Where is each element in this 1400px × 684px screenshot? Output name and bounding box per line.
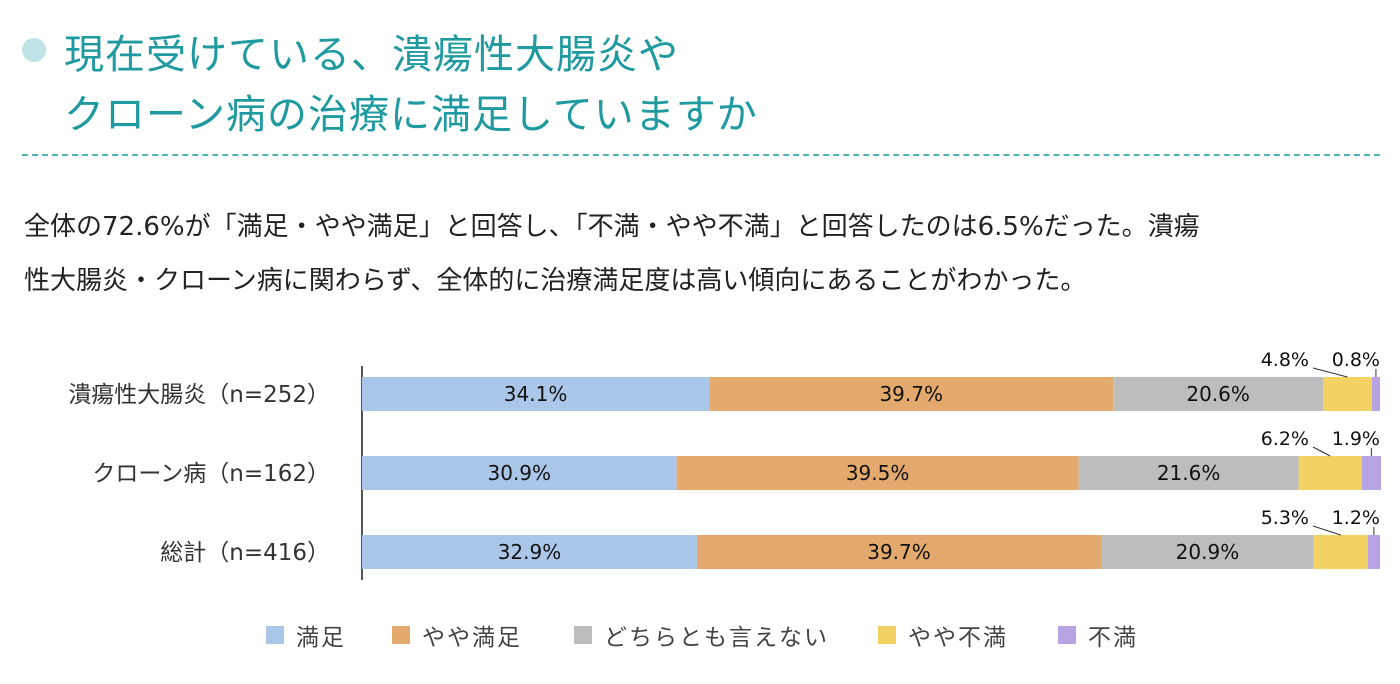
legend-swatch [574,626,592,644]
category-label: クローン病（n=162） [92,461,330,487]
legend-item: どちらとも言えない [574,618,829,652]
bar-segment [1101,535,1314,569]
data-label: 21.6% [1157,461,1221,485]
bar-segment [1367,535,1380,569]
bar-segment [676,456,1079,490]
bar-segment [362,535,697,569]
legend-swatch [1058,626,1076,644]
title-line-1: 現在受けている、潰瘍性大腸炎や [64,32,679,78]
legend-label: どちらとも言えない [604,625,829,651]
title-line-2: クローン病の治療に満足していますか [64,92,758,138]
legend-label: やや満足 [422,625,522,651]
legend-item: やや不満 [878,618,1008,652]
legend-label: やや不満 [908,625,1008,651]
bar-segment [696,535,1102,569]
data-label: 39.7% [879,382,943,406]
legend-label: 満足 [296,625,346,651]
title-bullet-icon [22,38,46,62]
data-label: 20.9% [1176,540,1240,564]
data-label: 30.9% [488,461,552,485]
data-label: 1.9% [1332,428,1380,450]
bar-segment [1113,377,1323,411]
data-label: 20.6% [1186,382,1250,406]
bar-segment [362,377,710,411]
leader-line [1312,446,1331,457]
category-label: 潰瘍性大腸炎（n=252） [68,382,330,408]
bar-segment [1078,456,1299,490]
description: 全体の72.6%が「満足・やや満足」と回答し、「不満・やや不満」と回答したのは6… [24,200,1384,308]
legend-item: 不満 [1058,618,1138,652]
description-line-2: 性大腸炎・クローン病に関わらず、全体的に治療満足度は高い傾向にあることがわかった… [24,266,1087,296]
bar-segment [1322,377,1372,411]
legend-label: 不満 [1088,625,1138,651]
data-label: 1.2% [1332,507,1380,529]
data-label: 39.7% [867,540,931,564]
bar-segment [1361,456,1382,490]
bar-segment [1371,377,1380,411]
chart-legend: 満足 やや満足 どちらとも言えない やや不満 不満 [0,618,1400,658]
data-label: 32.9% [498,540,562,564]
legend-swatch [878,626,896,644]
legend-item: 満足 [266,618,346,652]
data-label: 5.3% [1261,507,1309,529]
legend-item: やや満足 [392,618,522,652]
data-label: 34.1% [504,382,568,406]
category-label: 総計（n=416） [160,540,330,566]
bar-segment [1313,535,1368,569]
data-label: 6.2% [1261,428,1309,450]
data-label: 4.8% [1261,349,1309,371]
legend-swatch [266,626,284,644]
legend-swatch [392,626,410,644]
description-line-1: 全体の72.6%が「満足・やや満足」と回答し、「不満・やや不満」と回答したのは6… [24,212,1200,242]
bar-segment [709,377,1114,411]
data-label: 0.8% [1332,349,1380,371]
bar-segment [362,456,677,490]
leader-line [1312,525,1341,536]
data-label: 39.5% [846,461,910,485]
leader-line [1312,367,1348,378]
title-divider [22,154,1380,156]
bar-segment [1298,456,1362,490]
